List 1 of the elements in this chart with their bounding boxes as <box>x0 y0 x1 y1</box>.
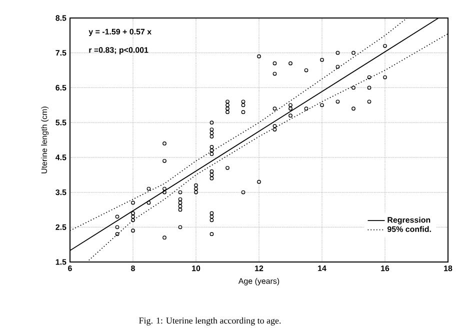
caption: Fig. 1: Uterine length according to age. <box>139 317 281 326</box>
